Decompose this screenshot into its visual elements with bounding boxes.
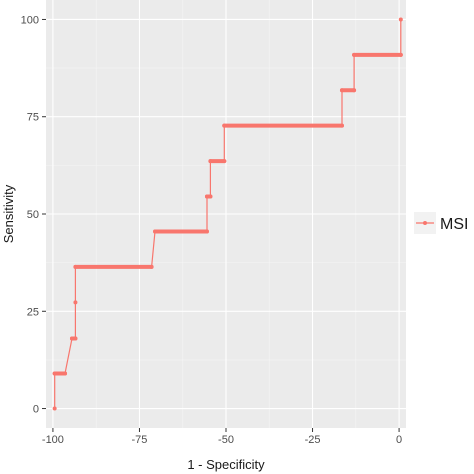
- series-point: [222, 123, 227, 128]
- series-point: [352, 52, 357, 57]
- series-point: [149, 264, 154, 269]
- series-point: [73, 264, 78, 269]
- y-tick-label: 25: [27, 306, 39, 318]
- y-tick-label: 0: [33, 404, 39, 416]
- series-point: [222, 159, 227, 164]
- y-tick-label: 75: [27, 112, 39, 124]
- series-point: [398, 52, 403, 57]
- series-point: [208, 194, 213, 199]
- series-point: [52, 371, 57, 376]
- series-point: [339, 123, 344, 128]
- x-tick-label: -100: [42, 434, 64, 446]
- series-point: [73, 300, 78, 305]
- series-layer: [52, 17, 403, 411]
- series-point: [63, 371, 68, 376]
- series-point: [398, 17, 403, 22]
- x-tick-label: 0: [396, 434, 402, 446]
- legend-label: MSI: [440, 216, 468, 233]
- series-point: [339, 88, 344, 93]
- y-axis-title: Sensitivity: [1, 184, 16, 243]
- series-point: [69, 336, 74, 341]
- series-point: [73, 336, 78, 341]
- y-tick-label: 50: [27, 209, 39, 221]
- x-axis-ticks: -100 -75 -50 -25 0: [42, 428, 402, 446]
- y-axis-ticks: 0 25 50 75 100: [21, 14, 46, 416]
- x-tick-label: -25: [305, 434, 321, 446]
- series-point: [204, 229, 209, 234]
- series-point: [204, 194, 209, 199]
- series-point: [208, 159, 213, 164]
- x-tick-label: -50: [218, 434, 234, 446]
- legend: MSI: [414, 212, 468, 234]
- major-gridlines: [46, 0, 406, 428]
- legend-key-point: [423, 221, 427, 225]
- x-axis-title: 1 - Specificity: [187, 457, 265, 472]
- series-point: [352, 88, 357, 93]
- series-point: [153, 229, 158, 234]
- x-tick-label: -75: [132, 434, 148, 446]
- y-tick-label: 100: [21, 14, 39, 26]
- series-point: [52, 406, 57, 411]
